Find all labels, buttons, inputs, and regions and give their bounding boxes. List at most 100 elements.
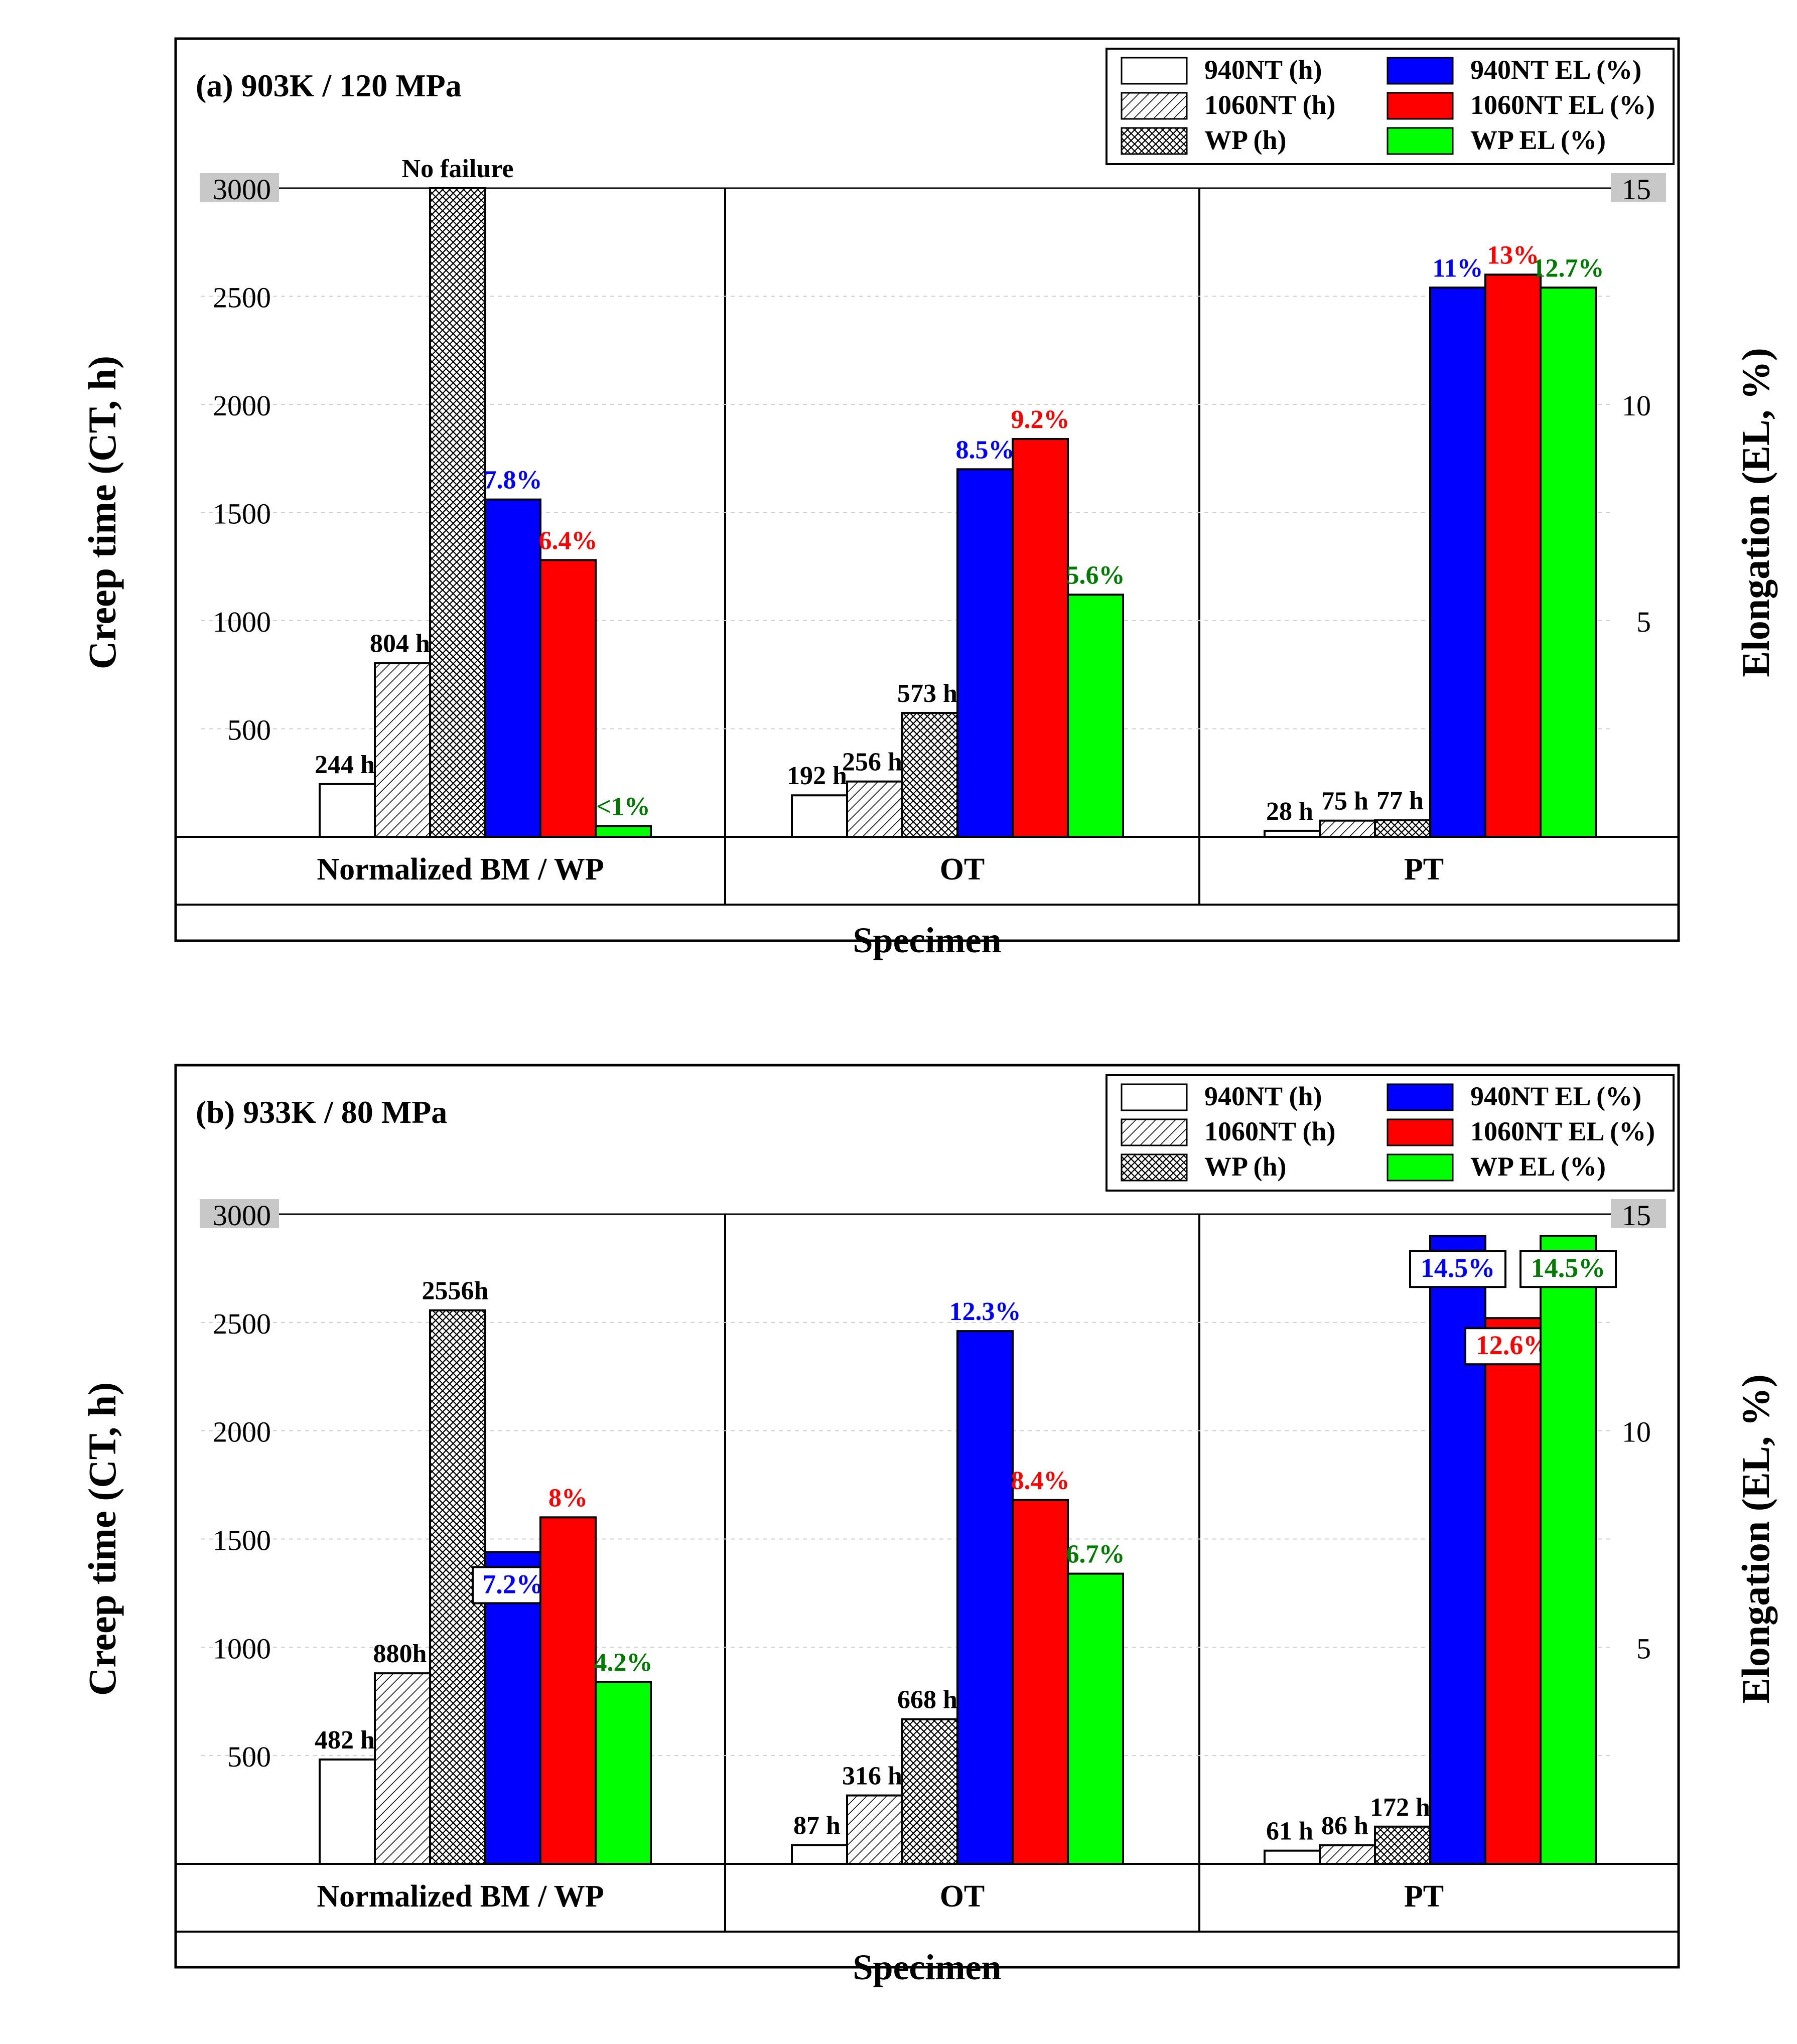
- data-label: 668 h: [897, 1686, 957, 1714]
- left-tick-label: 3000: [213, 1199, 271, 1232]
- bar-940nt-h-: [319, 783, 376, 838]
- bar-wp-el-: [1540, 286, 1597, 838]
- panel-frame: [174, 37, 1680, 942]
- data-label: 172 h: [1370, 1793, 1430, 1822]
- bar-1060nt-el-: [539, 559, 597, 838]
- data-label: 804 h: [370, 629, 430, 658]
- data-label: 244 h: [315, 751, 375, 779]
- legend-label: WP EL (%): [1470, 1151, 1606, 1182]
- tick-highlight: [200, 1199, 279, 1228]
- y-right-axis-title: Elongation (EL, %): [1734, 348, 1777, 677]
- bar-wp-el-: [1540, 1235, 1597, 1865]
- data-label: No failure: [402, 155, 514, 183]
- bar-1060nt-el-: [1484, 1317, 1542, 1865]
- bar-940nt-h-: [1264, 1849, 1321, 1865]
- data-label: 11%: [1432, 254, 1483, 282]
- right-tick-label: 10: [1622, 389, 1651, 422]
- bar-940nt-el-: [956, 468, 1014, 838]
- x-axis-title: Specimen: [853, 920, 1002, 960]
- x-axis-title: Specimen: [853, 1947, 1002, 1987]
- left-tick-label: 2000: [213, 1416, 271, 1448]
- left-tick-label: 1000: [213, 606, 271, 638]
- bar-940nt-h-: [319, 1758, 376, 1865]
- bar-940nt-el-: [956, 1330, 1014, 1865]
- legend-label: 1060NT EL (%): [1470, 1116, 1655, 1146]
- category-label: PT: [1404, 1879, 1444, 1914]
- y-right-axis-title: Elongation (EL, %): [1734, 1374, 1777, 1704]
- bar-wp-el-: [595, 825, 652, 838]
- bar-wp-h-: [901, 1718, 958, 1865]
- bar-940nt-h-: [791, 794, 848, 838]
- panel-frame: [174, 1064, 1680, 1969]
- bar-wp-el-: [1067, 1572, 1124, 1865]
- data-label: 61 h: [1266, 1817, 1313, 1846]
- data-label: 75 h: [1321, 787, 1368, 816]
- bar-wp-h-: [1374, 1825, 1431, 1865]
- panel-title: (b) 933K / 80 MPa: [196, 1094, 447, 1130]
- category-label: OT: [940, 852, 985, 887]
- data-label: 77 h: [1376, 787, 1424, 815]
- data-label: 4.2%: [594, 1648, 653, 1677]
- legend: 940NT (h) 1060NT (h) WP (h) 940NT EL (%) 106…: [1105, 48, 1675, 165]
- right-tick-label: 10: [1622, 1416, 1651, 1448]
- left-tick-label: 2500: [213, 281, 271, 314]
- bar-940nt-el-: [1429, 1235, 1486, 1865]
- data-label: 12.3%: [949, 1297, 1021, 1326]
- data-label: 192 h: [787, 762, 847, 790]
- data-label: 2556h: [422, 1277, 489, 1305]
- legend-swatch: [1387, 1153, 1454, 1182]
- data-label: 6.7%: [1066, 1540, 1125, 1569]
- data-label-box: [1519, 1250, 1617, 1288]
- bar-1060nt-h-: [374, 662, 431, 838]
- right-tick-label: 15: [1622, 1199, 1651, 1232]
- bar-wp-h-: [901, 712, 958, 838]
- legend-swatch: [1121, 57, 1188, 85]
- legend-swatch: [1121, 127, 1188, 155]
- data-label: 316 h: [842, 1762, 902, 1791]
- bar-1060nt-el-: [1484, 273, 1542, 838]
- bar-1060nt-h-: [846, 780, 903, 838]
- category-label: Normalized BM / WP: [317, 1879, 604, 1914]
- bar-wp-el-: [1067, 594, 1124, 838]
- y-left-axis-title: Creep time (CT, h): [80, 356, 124, 669]
- data-label: 87 h: [793, 1811, 841, 1840]
- legend-swatch: [1121, 1118, 1188, 1146]
- bar-1060nt-h-: [374, 1672, 431, 1865]
- bar-1060nt-el-: [1012, 1499, 1069, 1865]
- data-label: 8%: [548, 1484, 588, 1512]
- data-label: 8.5%: [956, 435, 1015, 464]
- data-label: 573 h: [897, 679, 957, 708]
- legend-label: 940NT (h): [1204, 1081, 1322, 1111]
- category-label: Normalized BM / WP: [317, 852, 604, 887]
- data-label: 12.7%: [1533, 254, 1604, 282]
- legend-swatch: [1121, 92, 1188, 120]
- data-label: <1%: [596, 792, 650, 821]
- bar-1060nt-el-: [1012, 437, 1069, 838]
- panel-b: 500 1000 1500 2000 2500 3000 5 10 15 Creep time (…: [80, 1064, 1777, 1987]
- legend-label: 1060NT (h): [1204, 1116, 1336, 1146]
- data-label: 12.6%: [1476, 1330, 1551, 1360]
- data-label: 7.2%: [482, 1569, 543, 1599]
- left-tick-label: 1000: [213, 1632, 271, 1665]
- right-tick-label: 15: [1622, 173, 1651, 206]
- bar-wp-el-: [595, 1681, 652, 1865]
- legend-swatch: [1387, 127, 1454, 155]
- legend-label: 1060NT EL (%): [1470, 90, 1655, 120]
- data-label: 6.4%: [539, 526, 598, 555]
- left-tick-label: 1500: [213, 498, 271, 530]
- tick-highlight: [200, 173, 279, 202]
- legend-swatch: [1387, 92, 1454, 120]
- left-tick-label: 2500: [213, 1307, 271, 1340]
- data-label: 28 h: [1266, 797, 1313, 826]
- data-label: 256 h: [842, 748, 902, 777]
- legend-label: WP EL (%): [1470, 125, 1606, 155]
- legend-label: WP (h): [1204, 125, 1287, 155]
- data-label: 14.5%: [1421, 1253, 1495, 1283]
- bar-1060nt-h-: [1319, 819, 1376, 838]
- panel-title: (a) 903K / 120 MPa: [196, 68, 462, 103]
- legend-label: 1060NT (h): [1204, 90, 1336, 120]
- tick-highlight: [1611, 173, 1666, 202]
- data-label: 482 h: [315, 1726, 375, 1755]
- legend-label: 940NT EL (%): [1470, 1081, 1641, 1111]
- left-tick-label: 3000: [213, 173, 271, 206]
